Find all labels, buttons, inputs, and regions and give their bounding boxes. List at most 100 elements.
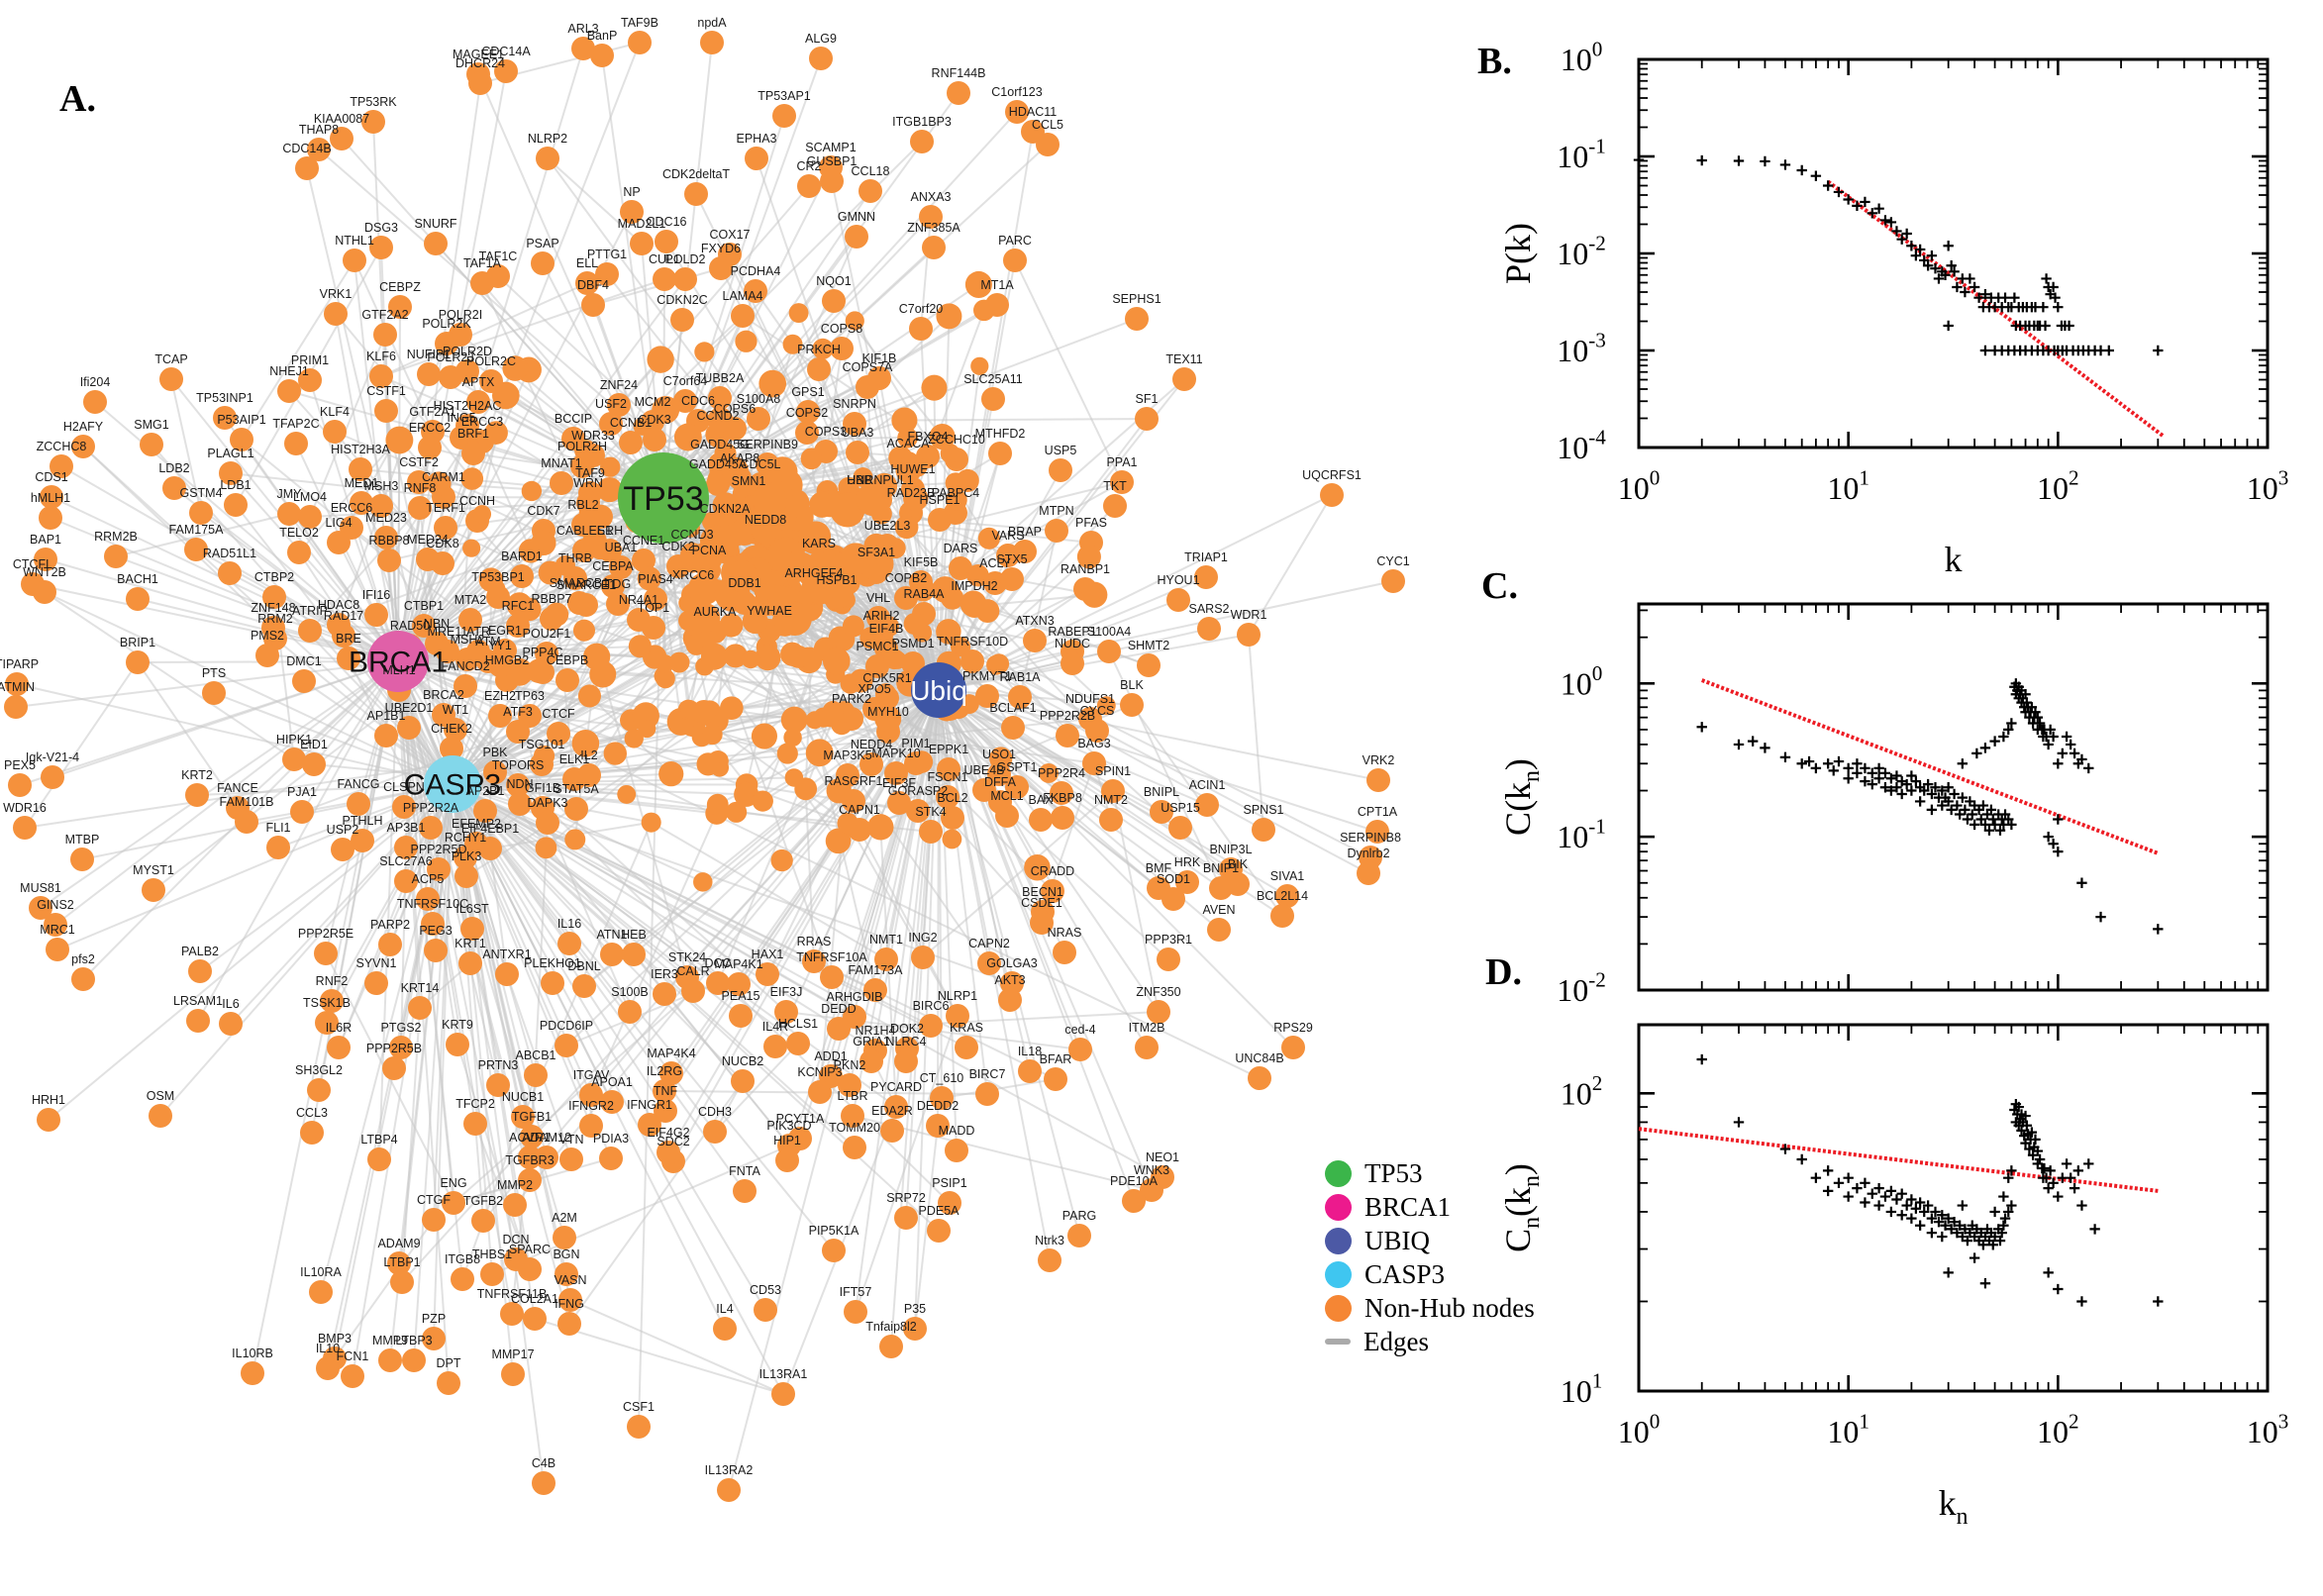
network-node[interactable] bbox=[442, 1191, 465, 1215]
network-node[interactable] bbox=[966, 564, 989, 587]
network-node[interactable] bbox=[731, 1069, 755, 1093]
network-node[interactable] bbox=[656, 1141, 680, 1164]
network-node[interactable] bbox=[460, 467, 484, 490]
network-node[interactable] bbox=[729, 1004, 753, 1028]
network-node[interactable] bbox=[641, 812, 661, 833]
network-node[interactable] bbox=[859, 1049, 883, 1073]
network-node[interactable] bbox=[422, 1327, 446, 1350]
network-node[interactable] bbox=[946, 1004, 969, 1028]
network-node[interactable] bbox=[577, 763, 601, 787]
network-node[interactable] bbox=[845, 225, 868, 249]
network-node[interactable] bbox=[1067, 1224, 1091, 1247]
network-node[interactable] bbox=[571, 37, 595, 60]
network-node[interactable] bbox=[323, 420, 347, 444]
network-node[interactable] bbox=[510, 564, 534, 588]
network-node[interactable] bbox=[1357, 861, 1380, 885]
network-node[interactable] bbox=[1099, 808, 1123, 832]
network-node[interactable] bbox=[805, 739, 834, 767]
network-node[interactable] bbox=[421, 912, 445, 936]
network-node[interactable] bbox=[564, 797, 588, 821]
network-node[interactable] bbox=[140, 433, 163, 456]
network-node[interactable] bbox=[556, 668, 579, 692]
network-node[interactable] bbox=[437, 1371, 460, 1395]
network-node[interactable] bbox=[806, 576, 835, 605]
network-node[interactable] bbox=[693, 872, 713, 892]
network-node[interactable] bbox=[797, 174, 821, 198]
network-node[interactable] bbox=[581, 293, 605, 317]
network-node[interactable] bbox=[656, 668, 675, 689]
network-node[interactable] bbox=[159, 367, 183, 391]
hub-node-casp3[interactable] bbox=[424, 755, 481, 813]
network-node[interactable] bbox=[820, 965, 844, 989]
network-node[interactable] bbox=[628, 635, 652, 658]
network-node[interactable] bbox=[656, 654, 674, 673]
network-node[interactable] bbox=[71, 967, 95, 991]
network-node[interactable] bbox=[364, 971, 388, 995]
network-node[interactable] bbox=[989, 747, 1013, 770]
network-node[interactable] bbox=[690, 603, 721, 633]
network-node[interactable] bbox=[941, 806, 964, 830]
network-node[interactable] bbox=[753, 482, 787, 518]
network-node[interactable] bbox=[981, 387, 1005, 411]
network-node[interactable] bbox=[937, 757, 960, 781]
network-node[interactable] bbox=[579, 1083, 603, 1107]
network-node[interactable] bbox=[307, 1078, 331, 1102]
network-node[interactable] bbox=[620, 200, 644, 224]
network-node[interactable] bbox=[798, 521, 832, 554]
network-node[interactable] bbox=[744, 279, 767, 303]
network-node[interactable] bbox=[1038, 1248, 1061, 1272]
network-node[interactable] bbox=[378, 933, 402, 956]
network-node[interactable] bbox=[771, 1382, 795, 1406]
network-node[interactable] bbox=[840, 673, 860, 694]
network-node[interactable] bbox=[998, 988, 1022, 1012]
network-node[interactable] bbox=[277, 379, 301, 403]
network-node[interactable] bbox=[389, 1036, 413, 1059]
network-node[interactable] bbox=[524, 1063, 548, 1087]
hub-node-tp53[interactable] bbox=[618, 452, 709, 544]
network-node[interactable] bbox=[884, 1095, 908, 1119]
network-node[interactable] bbox=[647, 346, 674, 373]
network-node[interactable] bbox=[1162, 887, 1185, 911]
network-node[interactable] bbox=[1076, 545, 1101, 569]
network-node[interactable] bbox=[439, 365, 462, 389]
network-node[interactable] bbox=[316, 1356, 340, 1380]
network-node[interactable] bbox=[844, 1300, 867, 1324]
network-node[interactable] bbox=[292, 669, 316, 693]
network-node[interactable] bbox=[315, 1011, 339, 1035]
network-node[interactable] bbox=[706, 793, 729, 816]
network-node[interactable] bbox=[343, 249, 366, 272]
network-node[interactable] bbox=[975, 684, 999, 708]
network-node[interactable] bbox=[880, 1119, 904, 1143]
network-node[interactable] bbox=[408, 496, 432, 520]
network-node[interactable] bbox=[1036, 133, 1060, 156]
network-node[interactable] bbox=[988, 442, 1012, 465]
network-node[interactable] bbox=[1018, 1059, 1042, 1083]
network-node[interactable] bbox=[579, 1114, 603, 1138]
network-node[interactable] bbox=[1101, 779, 1125, 803]
network-node[interactable] bbox=[822, 647, 851, 675]
network-node[interactable] bbox=[282, 748, 306, 771]
network-node[interactable] bbox=[506, 720, 530, 744]
network-node[interactable] bbox=[681, 979, 705, 1003]
network-node[interactable] bbox=[755, 645, 781, 671]
network-node[interactable] bbox=[1275, 884, 1299, 908]
network-node[interactable] bbox=[909, 317, 933, 341]
network-node[interactable] bbox=[466, 390, 490, 414]
network-node[interactable] bbox=[745, 147, 768, 170]
network-node[interactable] bbox=[189, 501, 213, 525]
network-node[interactable] bbox=[717, 1478, 741, 1502]
network-node[interactable] bbox=[478, 837, 502, 860]
network-node[interactable] bbox=[511, 1105, 535, 1129]
network-node[interactable] bbox=[501, 1362, 525, 1386]
network-node[interactable] bbox=[903, 612, 926, 636]
network-node[interactable] bbox=[494, 59, 518, 83]
network-node[interactable] bbox=[553, 1226, 576, 1249]
network-node[interactable] bbox=[1209, 876, 1233, 900]
network-node[interactable] bbox=[752, 790, 773, 812]
network-node[interactable] bbox=[820, 169, 844, 193]
network-node[interactable] bbox=[894, 515, 919, 540]
network-node[interactable] bbox=[703, 1120, 727, 1144]
network-node[interactable] bbox=[795, 421, 819, 445]
network-node[interactable] bbox=[235, 810, 258, 834]
network-node[interactable] bbox=[708, 386, 732, 410]
